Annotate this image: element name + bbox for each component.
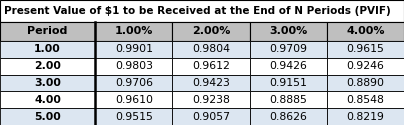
Bar: [0, 58, 95, 75]
Text: 0.9151: 0.9151: [269, 78, 307, 88]
Bar: [327, 41, 404, 58]
Text: 4.00%: 4.00%: [346, 26, 385, 36]
Text: Period: Period: [27, 26, 68, 36]
Bar: [95, 58, 173, 75]
Bar: [95, 22, 173, 41]
Text: 0.9709: 0.9709: [269, 44, 307, 54]
Bar: [250, 41, 327, 58]
Text: 0.9803: 0.9803: [115, 61, 153, 71]
Text: 0.9238: 0.9238: [192, 95, 230, 105]
Text: 4.00: 4.00: [34, 95, 61, 105]
Bar: [173, 41, 250, 58]
Bar: [0, 108, 95, 125]
Text: 5.00: 5.00: [34, 112, 61, 122]
Text: 2.00: 2.00: [34, 61, 61, 71]
Bar: [250, 22, 327, 41]
Text: 0.8890: 0.8890: [346, 78, 384, 88]
Text: 0.9515: 0.9515: [115, 112, 153, 122]
Bar: [250, 108, 327, 125]
Text: 0.9246: 0.9246: [347, 61, 384, 71]
Text: 0.8548: 0.8548: [347, 95, 384, 105]
Bar: [250, 75, 327, 91]
Bar: [95, 75, 173, 91]
Bar: [0, 0, 404, 22]
Text: 2.00%: 2.00%: [192, 26, 230, 36]
Bar: [0, 22, 95, 41]
Bar: [173, 75, 250, 91]
Bar: [0, 75, 95, 91]
Text: 0.8626: 0.8626: [269, 112, 307, 122]
Text: 3.00: 3.00: [34, 78, 61, 88]
Text: 0.8219: 0.8219: [347, 112, 384, 122]
Bar: [173, 108, 250, 125]
Text: 1.00%: 1.00%: [115, 26, 153, 36]
Bar: [173, 58, 250, 75]
Bar: [327, 58, 404, 75]
Bar: [95, 108, 173, 125]
Bar: [250, 58, 327, 75]
Text: 0.9901: 0.9901: [115, 44, 153, 54]
Text: 3.00%: 3.00%: [269, 26, 307, 36]
Text: 0.9612: 0.9612: [192, 61, 230, 71]
Text: 0.9610: 0.9610: [115, 95, 153, 105]
Text: 0.9057: 0.9057: [192, 112, 230, 122]
Text: 0.9423: 0.9423: [192, 78, 230, 88]
Bar: [0, 91, 95, 108]
Text: 0.9804: 0.9804: [192, 44, 230, 54]
Bar: [95, 91, 173, 108]
Bar: [327, 91, 404, 108]
Bar: [327, 22, 404, 41]
Bar: [327, 75, 404, 91]
Bar: [173, 22, 250, 41]
Text: 0.8885: 0.8885: [269, 95, 307, 105]
Bar: [250, 91, 327, 108]
Text: Present Value of $1 to be Received at the End of N Periods (PVIF): Present Value of $1 to be Received at th…: [4, 6, 391, 16]
Bar: [327, 108, 404, 125]
Text: 1.00: 1.00: [34, 44, 61, 54]
Bar: [173, 91, 250, 108]
Text: 0.9706: 0.9706: [115, 78, 153, 88]
Bar: [0, 41, 95, 58]
Text: 0.9426: 0.9426: [269, 61, 307, 71]
Text: 0.9615: 0.9615: [347, 44, 384, 54]
Bar: [95, 41, 173, 58]
